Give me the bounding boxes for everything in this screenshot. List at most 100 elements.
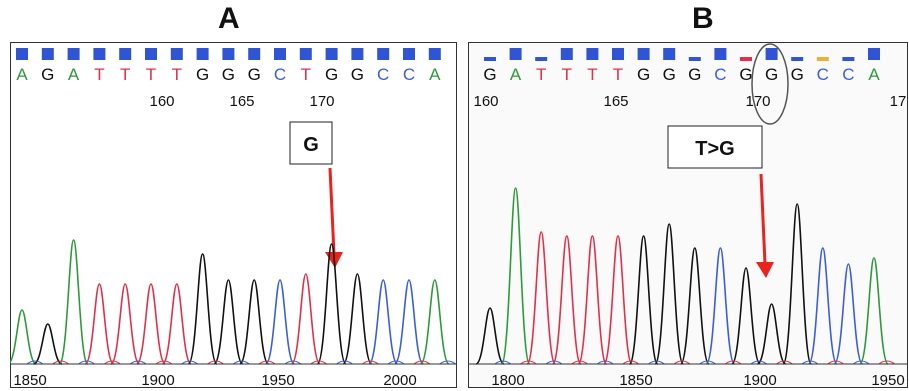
trace-peak [239,279,270,365]
trace-peaks-b [475,187,896,365]
base-call: T [301,65,311,84]
base-call: A [68,65,80,84]
trace-peak [475,307,505,365]
arrow-shaft [759,173,767,265]
base-call: C [377,65,389,84]
base-call: G [483,65,496,84]
trace-peak [394,279,424,365]
trace-peak [213,279,244,365]
baseline-noise [801,360,819,365]
baseline-noise [571,360,588,365]
base-call: A [429,65,441,84]
quality-bar [816,57,829,61]
base-call: G [739,65,752,84]
baseline-noise [545,360,563,365]
quality-bar [688,57,701,61]
base-call: T [562,65,572,84]
quality-bar [428,48,441,60]
trace-peak [342,273,373,365]
baseline-noise [648,360,665,365]
trace-peak [110,283,141,365]
trace-peak [705,247,736,365]
baseline-noise [52,360,69,365]
baseline-noise [878,360,896,365]
quality-bar [351,48,364,60]
quality-bar [612,48,624,60]
quality-bar [663,48,676,60]
axis-tick-label: 1950 [261,372,294,388]
quality-bar [586,48,599,60]
baseline-noise [596,360,614,365]
quality-bar [484,57,496,61]
base-call: C [274,65,286,84]
base-call: T [120,65,130,84]
quality-bar [325,48,338,60]
callout-text: G [303,134,319,156]
axis-tick-label: 2000 [383,372,416,388]
base-call: C [842,65,854,84]
base-call: G [765,65,778,84]
axis-tick-label: 1900 [141,372,174,388]
base-call: G [196,65,209,84]
quality-bar [765,48,778,60]
position-label: 165 [603,93,628,110]
quality-bar [222,48,235,60]
position-label: 170 [745,93,770,110]
base-call: T [172,65,182,84]
quality-bar [740,57,752,61]
trace-peak [316,243,347,365]
trace-peak [654,223,685,365]
trace-peak [679,247,710,365]
base-call: A [16,65,28,84]
quality-bars-b [484,48,880,61]
quality-bar [403,48,415,60]
quality-bar [377,48,390,60]
quality-bar [16,48,28,60]
baseline-noise [336,360,353,365]
baseline-noise [129,360,147,365]
trace-peak [419,279,450,365]
panel-b-border [468,42,908,388]
callout-box [667,125,763,169]
x-axis-a: 1850 1900 1950 2000 [13,372,416,388]
trace-peak [33,323,63,365]
quality-bar [560,48,573,60]
trace-peak [731,267,761,365]
position-label: 170 [309,93,334,110]
base-call: G [637,65,650,84]
circled-base-annotation [751,43,789,125]
base-call: C [817,65,829,84]
base-call: G [688,65,701,84]
base-call: G [41,65,54,84]
baseline-noise [362,360,379,365]
baseline-noise [520,360,537,365]
quality-bar [67,48,80,60]
baseline-noise [750,360,768,365]
quality-bar [868,48,880,60]
panel-a-border [10,42,457,388]
position-label: 17 [890,93,907,110]
baseline-noise [776,360,793,365]
callout-box [289,121,333,165]
base-call: T [94,65,104,84]
baseline-noise [827,360,844,365]
baseline-noise [699,360,716,365]
quality-bar [93,48,106,60]
quality-bar [509,48,522,60]
baseline-noise [207,360,224,365]
baseline-noise [26,360,44,365]
quality-bar [274,48,286,60]
arrow-shaft [328,167,336,255]
trace-peak [500,187,531,365]
quality-bar [637,48,650,60]
callout-text: T>G [695,138,734,160]
trace-peak [782,203,813,365]
base-call: G [663,65,676,84]
trace-peak [859,257,889,365]
baseline-noise [233,360,250,365]
base-call: C [403,65,415,84]
baseline-noise [724,360,742,365]
